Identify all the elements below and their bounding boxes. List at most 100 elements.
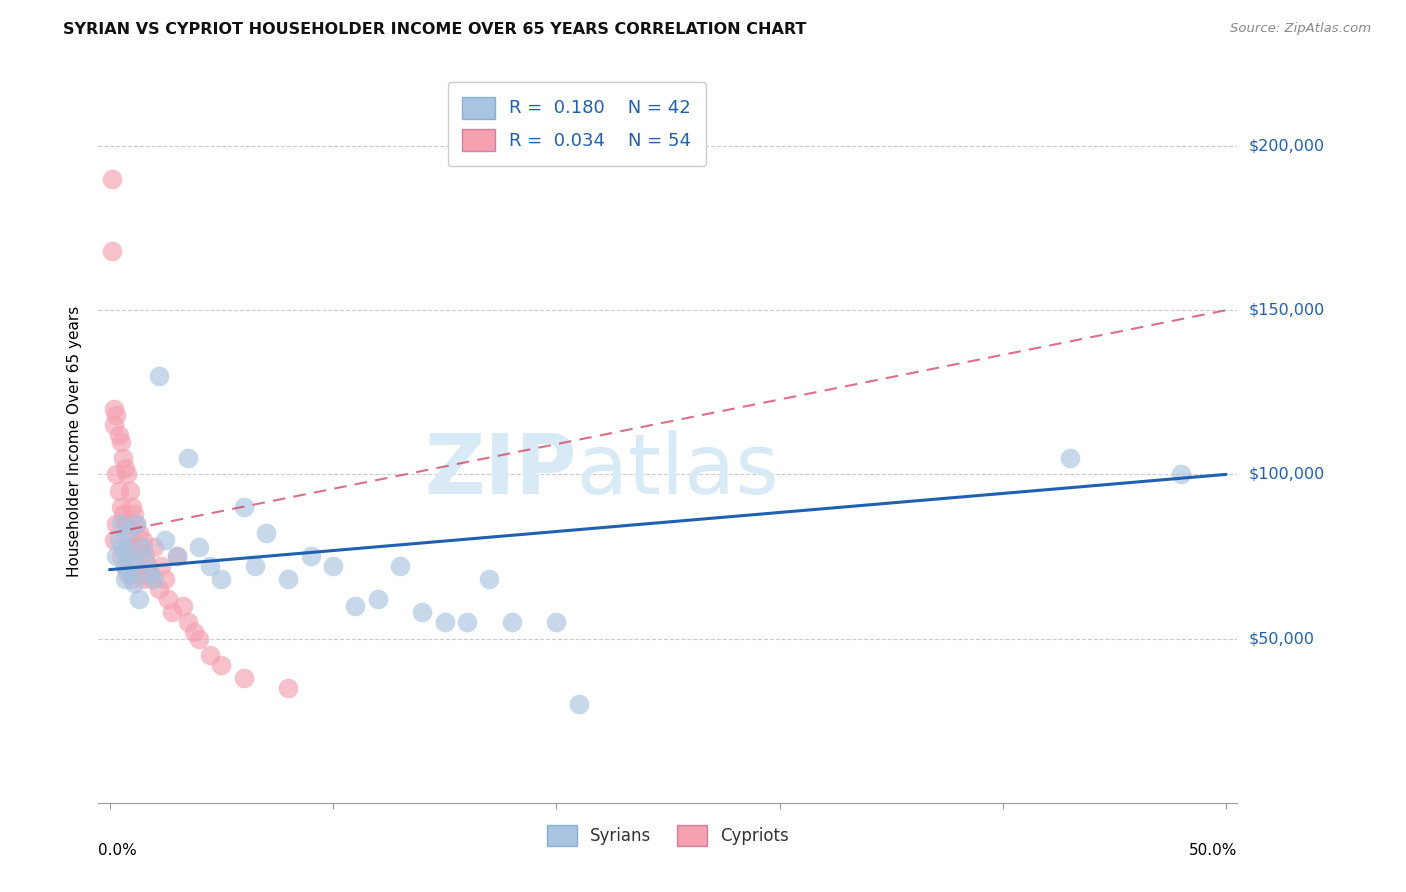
- Point: [103, 533, 125, 547]
- Point: [183, 625, 205, 640]
- Point: [456, 615, 478, 630]
- Point: [128, 566, 150, 580]
- Point: [117, 546, 139, 560]
- Point: [132, 540, 155, 554]
- Text: atlas: atlas: [576, 430, 779, 511]
- Point: [411, 605, 433, 619]
- Point: [122, 549, 145, 564]
- Point: [277, 573, 299, 587]
- Point: [111, 540, 134, 554]
- Point: [110, 500, 132, 515]
- Point: [136, 559, 159, 574]
- Point: [134, 549, 156, 564]
- Point: [128, 592, 150, 607]
- Point: [105, 467, 128, 482]
- Point: [125, 559, 148, 574]
- Point: [118, 566, 141, 580]
- Point: [141, 573, 163, 587]
- Point: [177, 615, 200, 630]
- Point: [567, 698, 589, 712]
- Point: [110, 549, 132, 564]
- Point: [172, 599, 194, 613]
- Point: [129, 540, 152, 554]
- Point: [254, 526, 277, 541]
- Point: [114, 516, 136, 531]
- Point: [121, 573, 143, 587]
- Point: [114, 559, 136, 574]
- Point: [107, 533, 129, 547]
- Point: [118, 483, 141, 498]
- Text: $200,000: $200,000: [1249, 138, 1324, 153]
- Point: [110, 434, 132, 449]
- Point: [101, 171, 124, 186]
- Point: [139, 566, 162, 580]
- Point: [177, 450, 200, 465]
- Point: [232, 500, 254, 515]
- Point: [117, 566, 139, 580]
- Point: [155, 573, 177, 587]
- Point: [143, 573, 166, 587]
- Point: [148, 368, 170, 383]
- Point: [134, 553, 156, 567]
- Point: [103, 418, 125, 433]
- Point: [107, 483, 129, 498]
- Point: [322, 559, 344, 574]
- Point: [148, 582, 170, 597]
- Point: [128, 526, 150, 541]
- Point: [117, 467, 139, 482]
- Point: [1059, 450, 1081, 465]
- Point: [122, 575, 145, 590]
- Point: [433, 615, 456, 630]
- Point: [121, 500, 143, 515]
- Text: $50,000: $50,000: [1249, 632, 1315, 646]
- Point: [232, 671, 254, 685]
- Point: [277, 681, 299, 695]
- Point: [367, 592, 389, 607]
- Point: [209, 657, 232, 672]
- Point: [187, 632, 209, 646]
- Y-axis label: Householder Income Over 65 years: Householder Income Over 65 years: [67, 306, 83, 577]
- Point: [149, 559, 172, 574]
- Text: 50.0%: 50.0%: [1189, 843, 1237, 857]
- Text: Source: ZipAtlas.com: Source: ZipAtlas.com: [1230, 22, 1371, 36]
- Point: [132, 573, 155, 587]
- Point: [117, 516, 139, 531]
- Point: [155, 533, 177, 547]
- Point: [187, 540, 209, 554]
- Point: [117, 526, 139, 541]
- Point: [105, 409, 128, 423]
- Point: [121, 540, 143, 554]
- Point: [118, 533, 141, 547]
- Point: [111, 450, 134, 465]
- Point: [156, 592, 179, 607]
- Point: [143, 540, 166, 554]
- Point: [105, 549, 128, 564]
- Text: 0.0%: 0.0%: [98, 843, 138, 857]
- Text: SYRIAN VS CYPRIOT HOUSEHOLDER INCOME OVER 65 YEARS CORRELATION CHART: SYRIAN VS CYPRIOT HOUSEHOLDER INCOME OVE…: [63, 22, 807, 37]
- Point: [110, 516, 132, 531]
- Legend: Syrians, Cypriots: Syrians, Cypriots: [540, 819, 796, 852]
- Text: $100,000: $100,000: [1249, 467, 1324, 482]
- Point: [501, 615, 523, 630]
- Text: ZIP: ZIP: [425, 430, 576, 511]
- Point: [125, 516, 148, 531]
- Point: [111, 507, 134, 521]
- Point: [160, 605, 183, 619]
- Text: $150,000: $150,000: [1249, 302, 1324, 318]
- Point: [139, 566, 162, 580]
- Point: [209, 573, 232, 587]
- Point: [198, 559, 221, 574]
- Point: [166, 549, 188, 564]
- Point: [132, 533, 155, 547]
- Point: [114, 460, 136, 475]
- Point: [198, 648, 221, 662]
- Point: [103, 401, 125, 416]
- Point: [101, 244, 124, 258]
- Point: [478, 573, 501, 587]
- Point: [122, 507, 145, 521]
- Point: [105, 516, 128, 531]
- Point: [1170, 467, 1192, 482]
- Point: [546, 615, 568, 630]
- Point: [114, 573, 136, 587]
- Point: [114, 559, 136, 574]
